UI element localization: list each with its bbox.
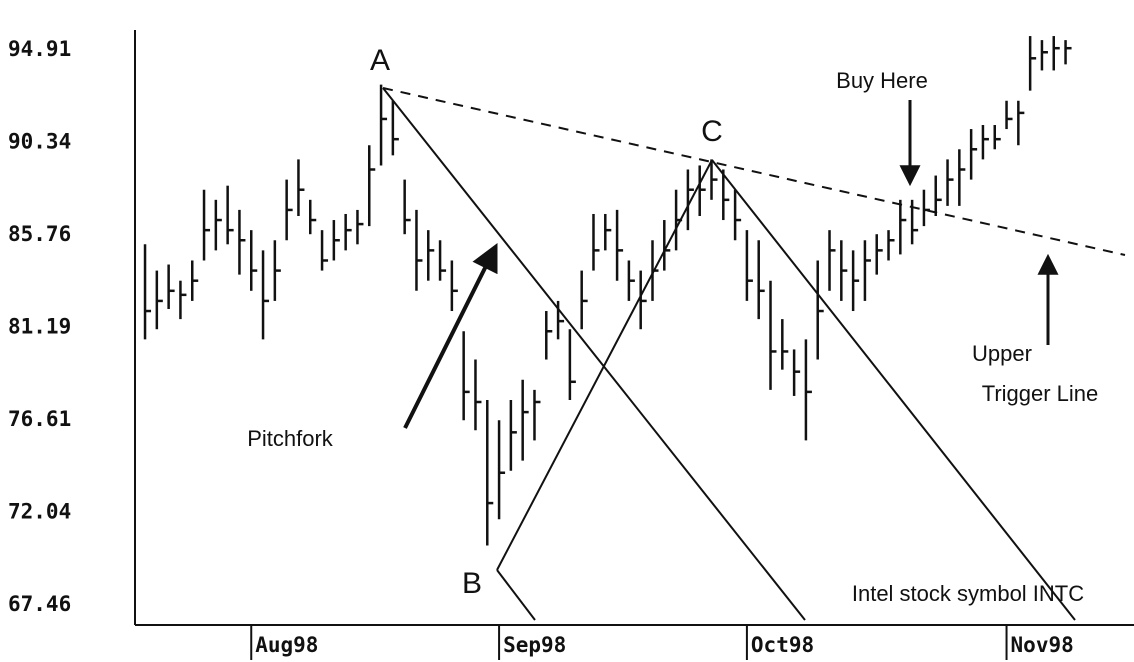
point-label: B [462, 567, 482, 600]
y-tick-label: 85.76 [8, 222, 71, 246]
y-tick-label: 90.34 [8, 129, 71, 153]
axes [134, 30, 1134, 626]
y-tick-label: 76.61 [8, 407, 71, 431]
pitchfork-line [496, 569, 536, 621]
x-tick-label: Sep98 [503, 633, 566, 657]
pitchfork-line [711, 159, 1076, 621]
x-tick-label: Oct98 [751, 633, 814, 657]
upper-trigger-line [382, 87, 1126, 256]
y-tick-label: 67.46 [8, 592, 71, 616]
point-label: C [701, 115, 723, 148]
y-tick-label: 72.04 [8, 499, 71, 523]
pitchfork [382, 87, 1126, 621]
y-tick-label: 81.19 [8, 314, 71, 338]
x-tick-label: Nov98 [1011, 633, 1074, 657]
y-tick-label: 94.91 [8, 37, 71, 61]
annotation: Upper [972, 341, 1032, 366]
point-label: A [370, 44, 390, 77]
annotation: Intel stock symbol INTC [852, 581, 1084, 606]
annotation: Buy Here [836, 68, 928, 93]
annotation: Trigger Line [982, 381, 1099, 406]
x-tick-label: Aug98 [255, 633, 318, 657]
annotation: Pitchfork [247, 426, 334, 451]
pitchfork-line [382, 87, 806, 621]
arrow [403, 242, 498, 429]
